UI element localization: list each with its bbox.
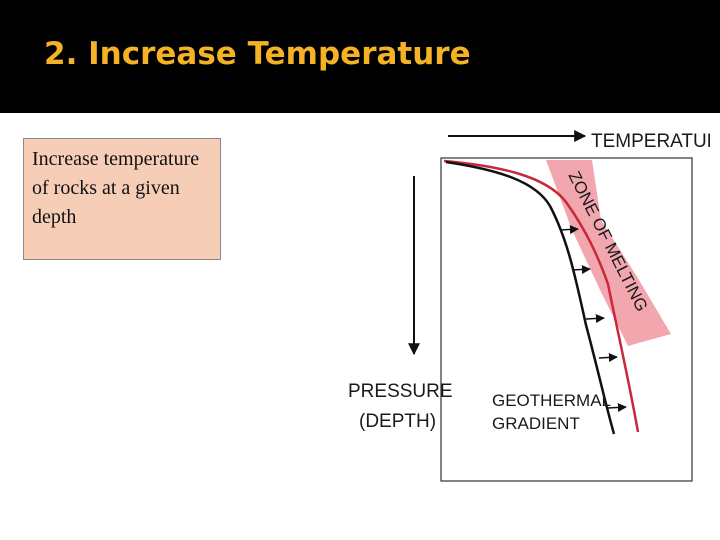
depth-label: (DEPTH): [359, 411, 436, 432]
slide-title: 2. Increase Temperature: [44, 36, 471, 72]
geothermal-curve: [445, 160, 616, 435]
text-box: Increase temperature of rocks at a given…: [23, 138, 221, 260]
heating-arrow: [585, 313, 605, 323]
heating-arrow: [607, 402, 627, 412]
title-bar: 2. Increase Temperature: [0, 0, 720, 113]
geothermal-label: GEOTHERMAL: [492, 391, 611, 410]
heating-arrow: [559, 224, 579, 234]
pressure-label: PRESSURE: [348, 381, 453, 402]
heating-arrow: [598, 352, 618, 362]
gradient-label: GRADIENT: [492, 414, 580, 433]
melting-zone-band: [546, 160, 671, 346]
heating-arrow: [571, 264, 591, 274]
temperature-label: TEMPERATURE: [591, 131, 710, 152]
melting-curve: [443, 159, 640, 433]
geotherm-diagram: TEMPERATURE PRESSURE (DEPTH) ZONE OF MEL…: [348, 130, 710, 482]
